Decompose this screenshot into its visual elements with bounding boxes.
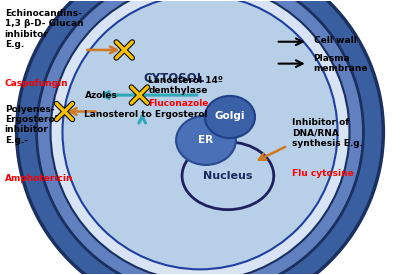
Text: Cell wall: Cell wall — [314, 36, 356, 45]
Text: Golgi: Golgi — [215, 111, 245, 121]
Text: Plasma
membrane: Plasma membrane — [314, 54, 368, 73]
Text: Lanosterol 14º: Lanosterol 14º — [148, 76, 223, 84]
Text: Inhibitor of
DNA/RNA
synthesis E.g.: Inhibitor of DNA/RNA synthesis E.g. — [292, 118, 363, 148]
Text: Lanosterol to Ergosterol: Lanosterol to Ergosterol — [84, 110, 208, 119]
Text: Azoles: Azoles — [86, 90, 118, 100]
Text: CYTOSOL: CYTOSOL — [144, 72, 205, 85]
Text: Polyenes-
Ergosterol
inhibitor
E.g.-: Polyenes- Ergosterol inhibitor E.g.- — [5, 105, 58, 145]
Ellipse shape — [205, 96, 255, 138]
Ellipse shape — [50, 0, 350, 275]
Ellipse shape — [62, 0, 338, 269]
Ellipse shape — [17, 0, 383, 275]
Text: demthylase: demthylase — [148, 86, 208, 95]
Text: Amphotericin: Amphotericin — [5, 174, 73, 183]
Ellipse shape — [182, 142, 274, 210]
Ellipse shape — [176, 116, 236, 165]
Text: ER: ER — [198, 135, 214, 145]
Text: Fluconazole: Fluconazole — [148, 99, 208, 108]
Text: Caspofungin: Caspofungin — [5, 79, 68, 88]
Text: Echinocandins-
1,3 β-D- Glucan
inhibitor
E.g.: Echinocandins- 1,3 β-D- Glucan inhibitor… — [5, 9, 83, 49]
Text: Flu cytosine: Flu cytosine — [292, 169, 354, 178]
Ellipse shape — [36, 0, 364, 275]
Text: Nucleus: Nucleus — [203, 171, 253, 181]
